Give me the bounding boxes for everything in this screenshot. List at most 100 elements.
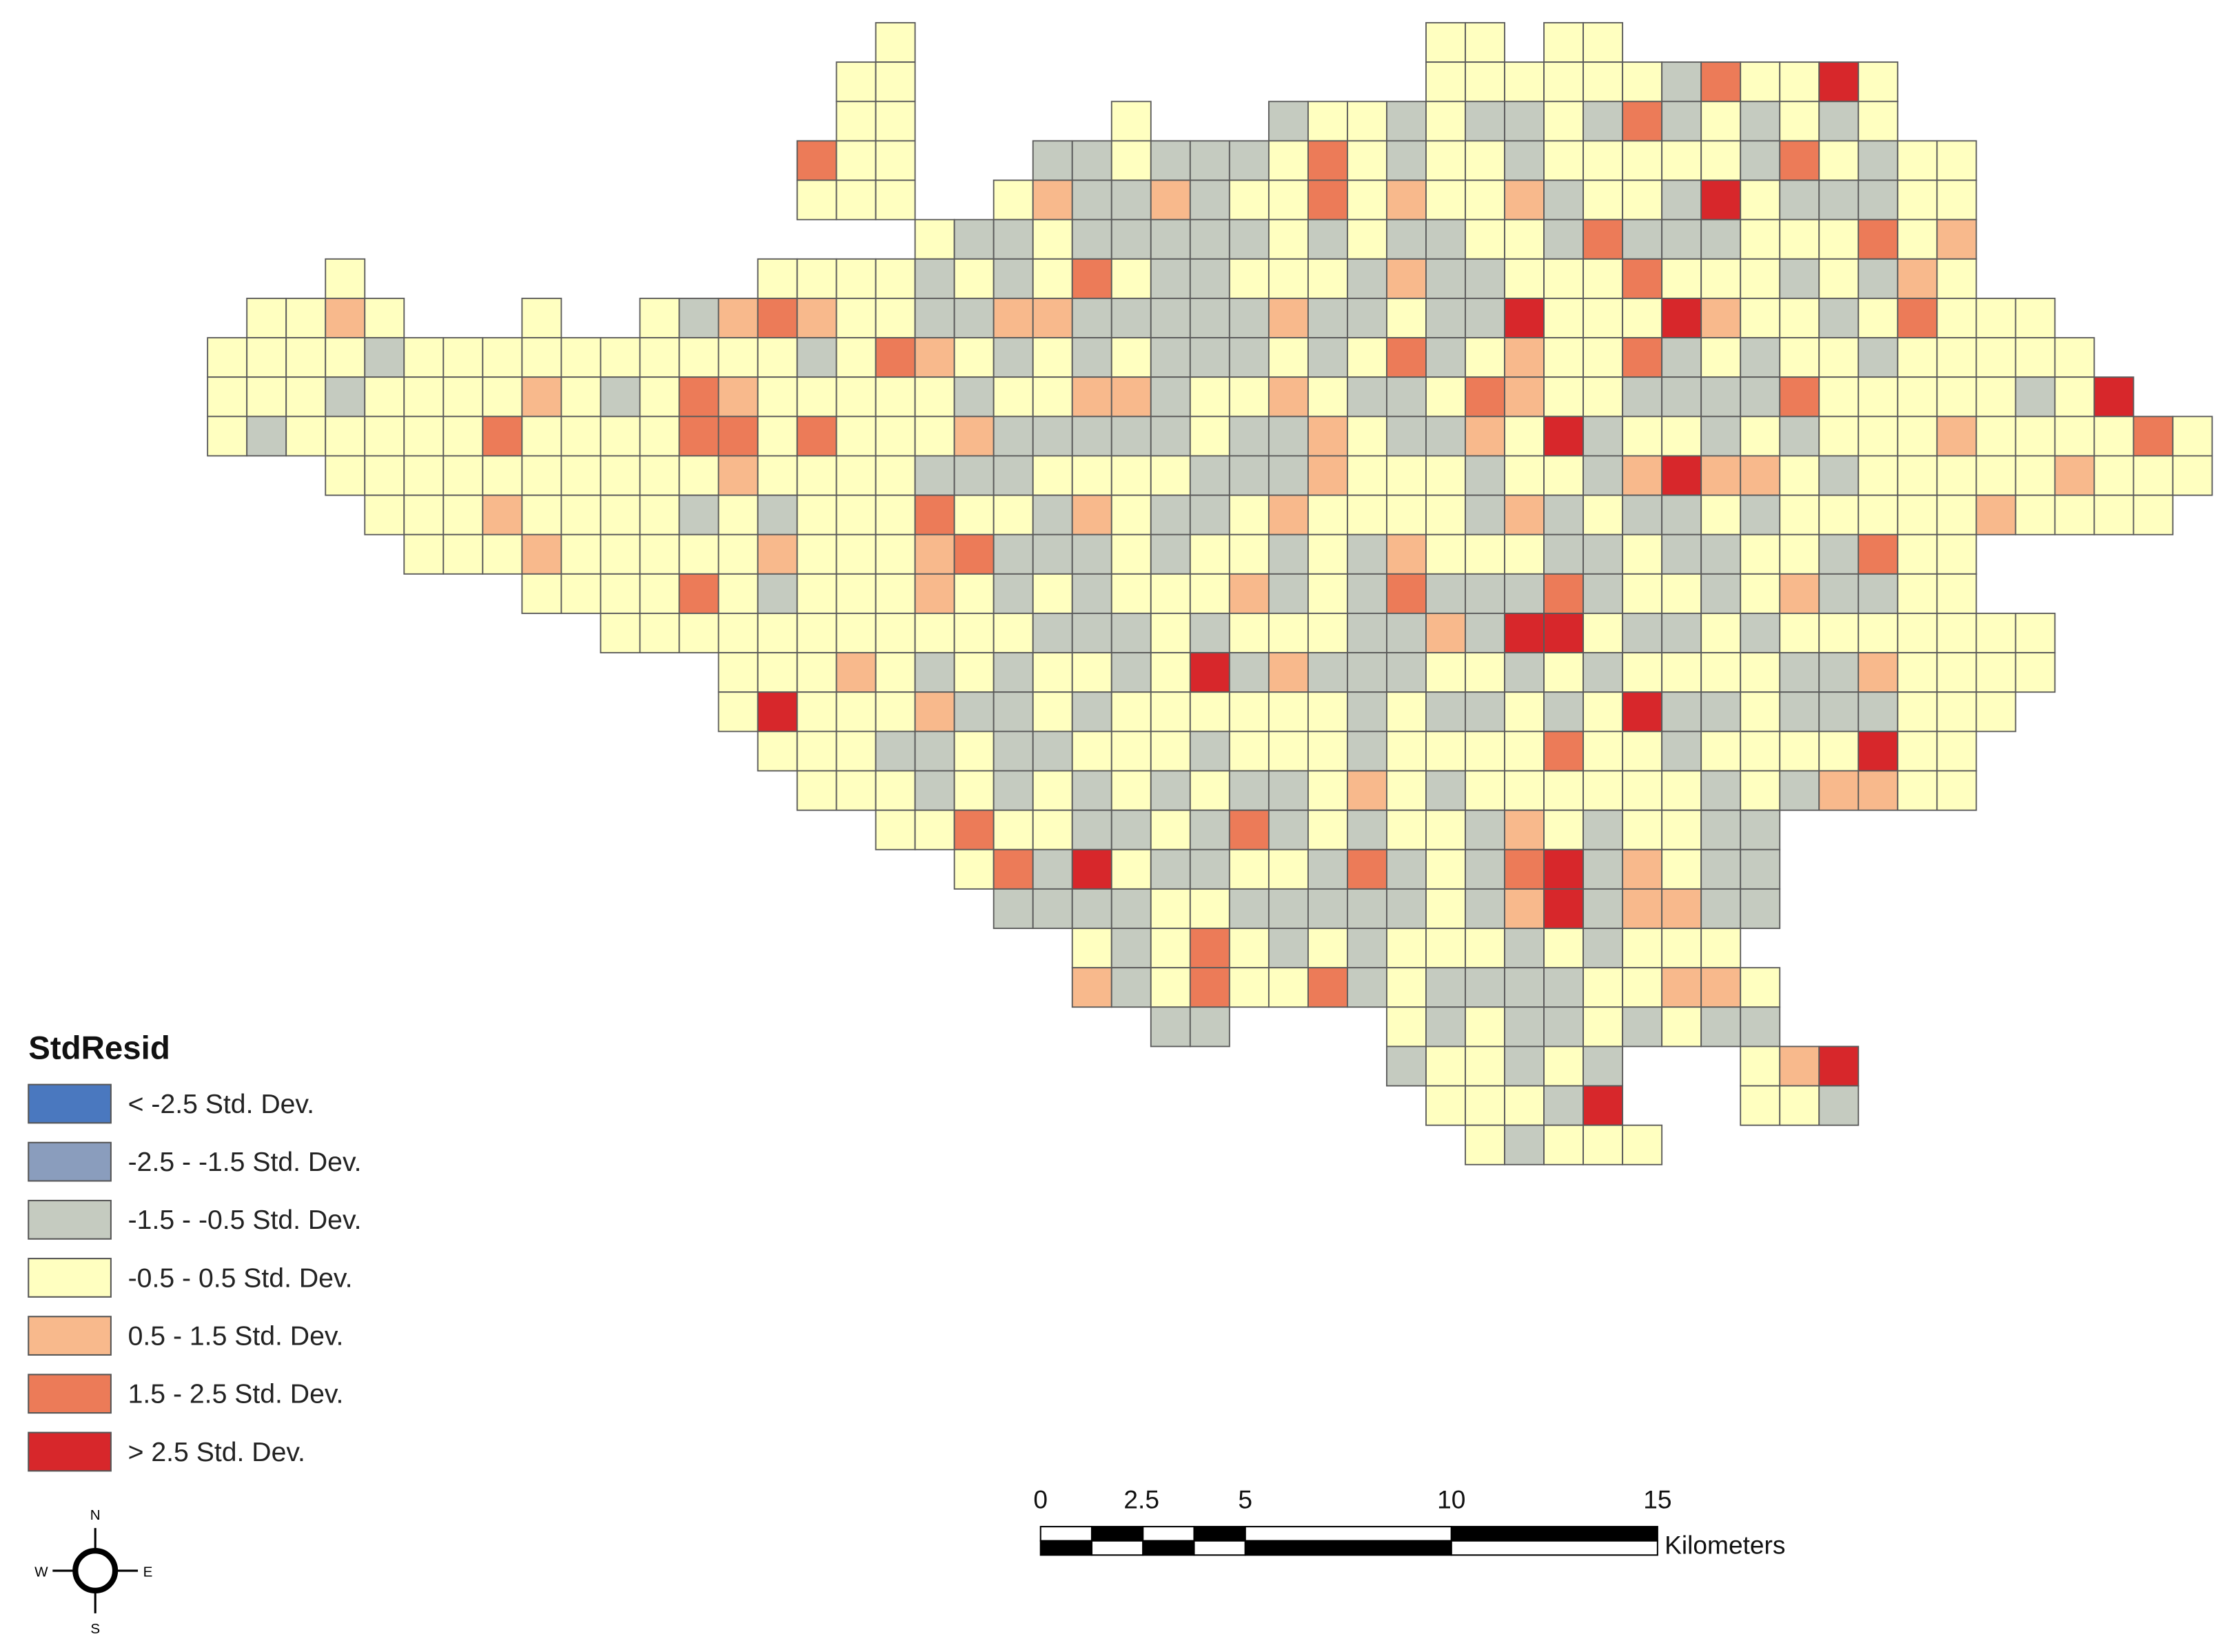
grid-cell	[2054, 416, 2095, 457]
grid-cell	[717, 337, 759, 378]
grid-cell	[1740, 533, 1781, 575]
grid-cell	[2133, 494, 2174, 536]
grid-cell	[285, 297, 327, 338]
grid-cell	[1386, 258, 1427, 299]
grid-cell	[1307, 494, 1348, 536]
grid-cell	[560, 494, 602, 536]
grid-cell	[207, 337, 248, 378]
grid-cell	[796, 258, 837, 299]
grid-cell	[875, 809, 916, 850]
grid-cell	[1268, 533, 1309, 575]
grid-cell	[1543, 809, 1585, 850]
grid-cell	[1347, 809, 1387, 850]
grid-cell	[1504, 533, 1545, 575]
grid-cell	[953, 533, 995, 575]
grid-cell	[1189, 770, 1230, 811]
grid-cell	[1622, 297, 1663, 338]
grid-cell	[1071, 573, 1112, 614]
grid-cell	[1779, 1085, 1820, 1126]
grid-cell	[993, 179, 1034, 221]
grid-cell	[757, 533, 798, 575]
grid-cell	[364, 297, 405, 338]
grid-cell	[1543, 22, 1585, 63]
grid-cell	[1071, 770, 1112, 811]
grid-cell	[1189, 613, 1230, 654]
grid-cell	[1582, 770, 1624, 811]
scale-tick-label: 15	[1643, 1485, 1671, 1513]
grid-cell	[1268, 573, 1309, 614]
grid-cell	[1700, 376, 1742, 418]
grid-cell	[1032, 691, 1073, 733]
grid-cell	[1268, 848, 1309, 890]
grid-cell	[914, 297, 955, 338]
grid-cell	[796, 691, 837, 733]
grid-cell	[1936, 376, 1977, 418]
grid-cell	[1307, 967, 1348, 1008]
grid-cell	[1032, 297, 1073, 338]
grid-cell	[1897, 494, 1938, 536]
grid-cell	[1543, 416, 1585, 457]
grid-cell	[1425, 61, 1466, 103]
grid-cell	[914, 376, 955, 418]
grid-cell	[1347, 376, 1387, 418]
grid-cell	[1661, 573, 1702, 614]
grid-cell	[1425, 22, 1466, 63]
grid-cell	[1622, 337, 1663, 378]
grid-cell	[1189, 416, 1230, 457]
grid-cell	[1818, 179, 1860, 221]
grid-cell	[1936, 613, 1977, 654]
grid-cell	[835, 258, 877, 299]
grid-cell	[717, 573, 759, 614]
grid-cell	[1386, 691, 1427, 733]
grid-cell	[1700, 494, 1742, 536]
grid-cell	[1779, 770, 1820, 811]
grid-cell	[717, 533, 759, 575]
grid-cell	[521, 376, 562, 418]
grid-cell	[1189, 258, 1230, 299]
scale-tick-label: 2.5	[1123, 1485, 1159, 1513]
grid-cell	[600, 494, 641, 536]
grid-cell	[1307, 888, 1348, 929]
grid-cell	[1307, 652, 1348, 693]
grid-cell	[1858, 613, 1899, 654]
legend-label: 1.5 - 2.5 Std. Dev.	[128, 1380, 344, 1409]
grid-cell	[403, 416, 445, 457]
grid-cell	[914, 573, 955, 614]
grid-cell	[1268, 888, 1309, 929]
grid-cell	[1228, 770, 1270, 811]
grid-cell	[993, 848, 1034, 890]
grid-cell	[1465, 967, 1505, 1008]
legend-swatch	[28, 1141, 112, 1182]
grid-cell	[1228, 140, 1270, 181]
grid-cell	[1700, 258, 1742, 299]
legend-swatch	[28, 1431, 112, 1472]
grid-cell	[1622, 455, 1663, 496]
grid-cell	[1897, 297, 1938, 338]
grid-cell	[993, 809, 1034, 850]
grid-cell	[1386, 613, 1427, 654]
grid-cell	[1425, 258, 1466, 299]
grid-cell	[1228, 455, 1270, 496]
grid-cell	[1661, 691, 1702, 733]
grid-cell	[1347, 494, 1387, 536]
grid-cell	[953, 848, 995, 890]
grid-cell	[1347, 258, 1387, 299]
grid-cell	[1268, 967, 1309, 1008]
grid-cell	[364, 376, 405, 418]
grid-cell	[1071, 494, 1112, 536]
grid-cell	[1779, 455, 1820, 496]
grid-cell	[2015, 613, 2056, 654]
grid-cell	[482, 416, 523, 457]
grid-cell	[1307, 848, 1348, 890]
grid-cell	[1661, 297, 1702, 338]
grid-cell	[1740, 494, 1781, 536]
grid-cell	[1936, 218, 1977, 260]
grid-cell	[1425, 1085, 1466, 1126]
grid-cell	[1740, 573, 1781, 614]
grid-cell	[757, 297, 798, 338]
grid-cell	[1661, 809, 1702, 850]
grid-cell	[1347, 533, 1387, 575]
grid-cell	[1032, 218, 1073, 260]
grid-cell	[1818, 613, 1860, 654]
grid-cell	[835, 533, 877, 575]
